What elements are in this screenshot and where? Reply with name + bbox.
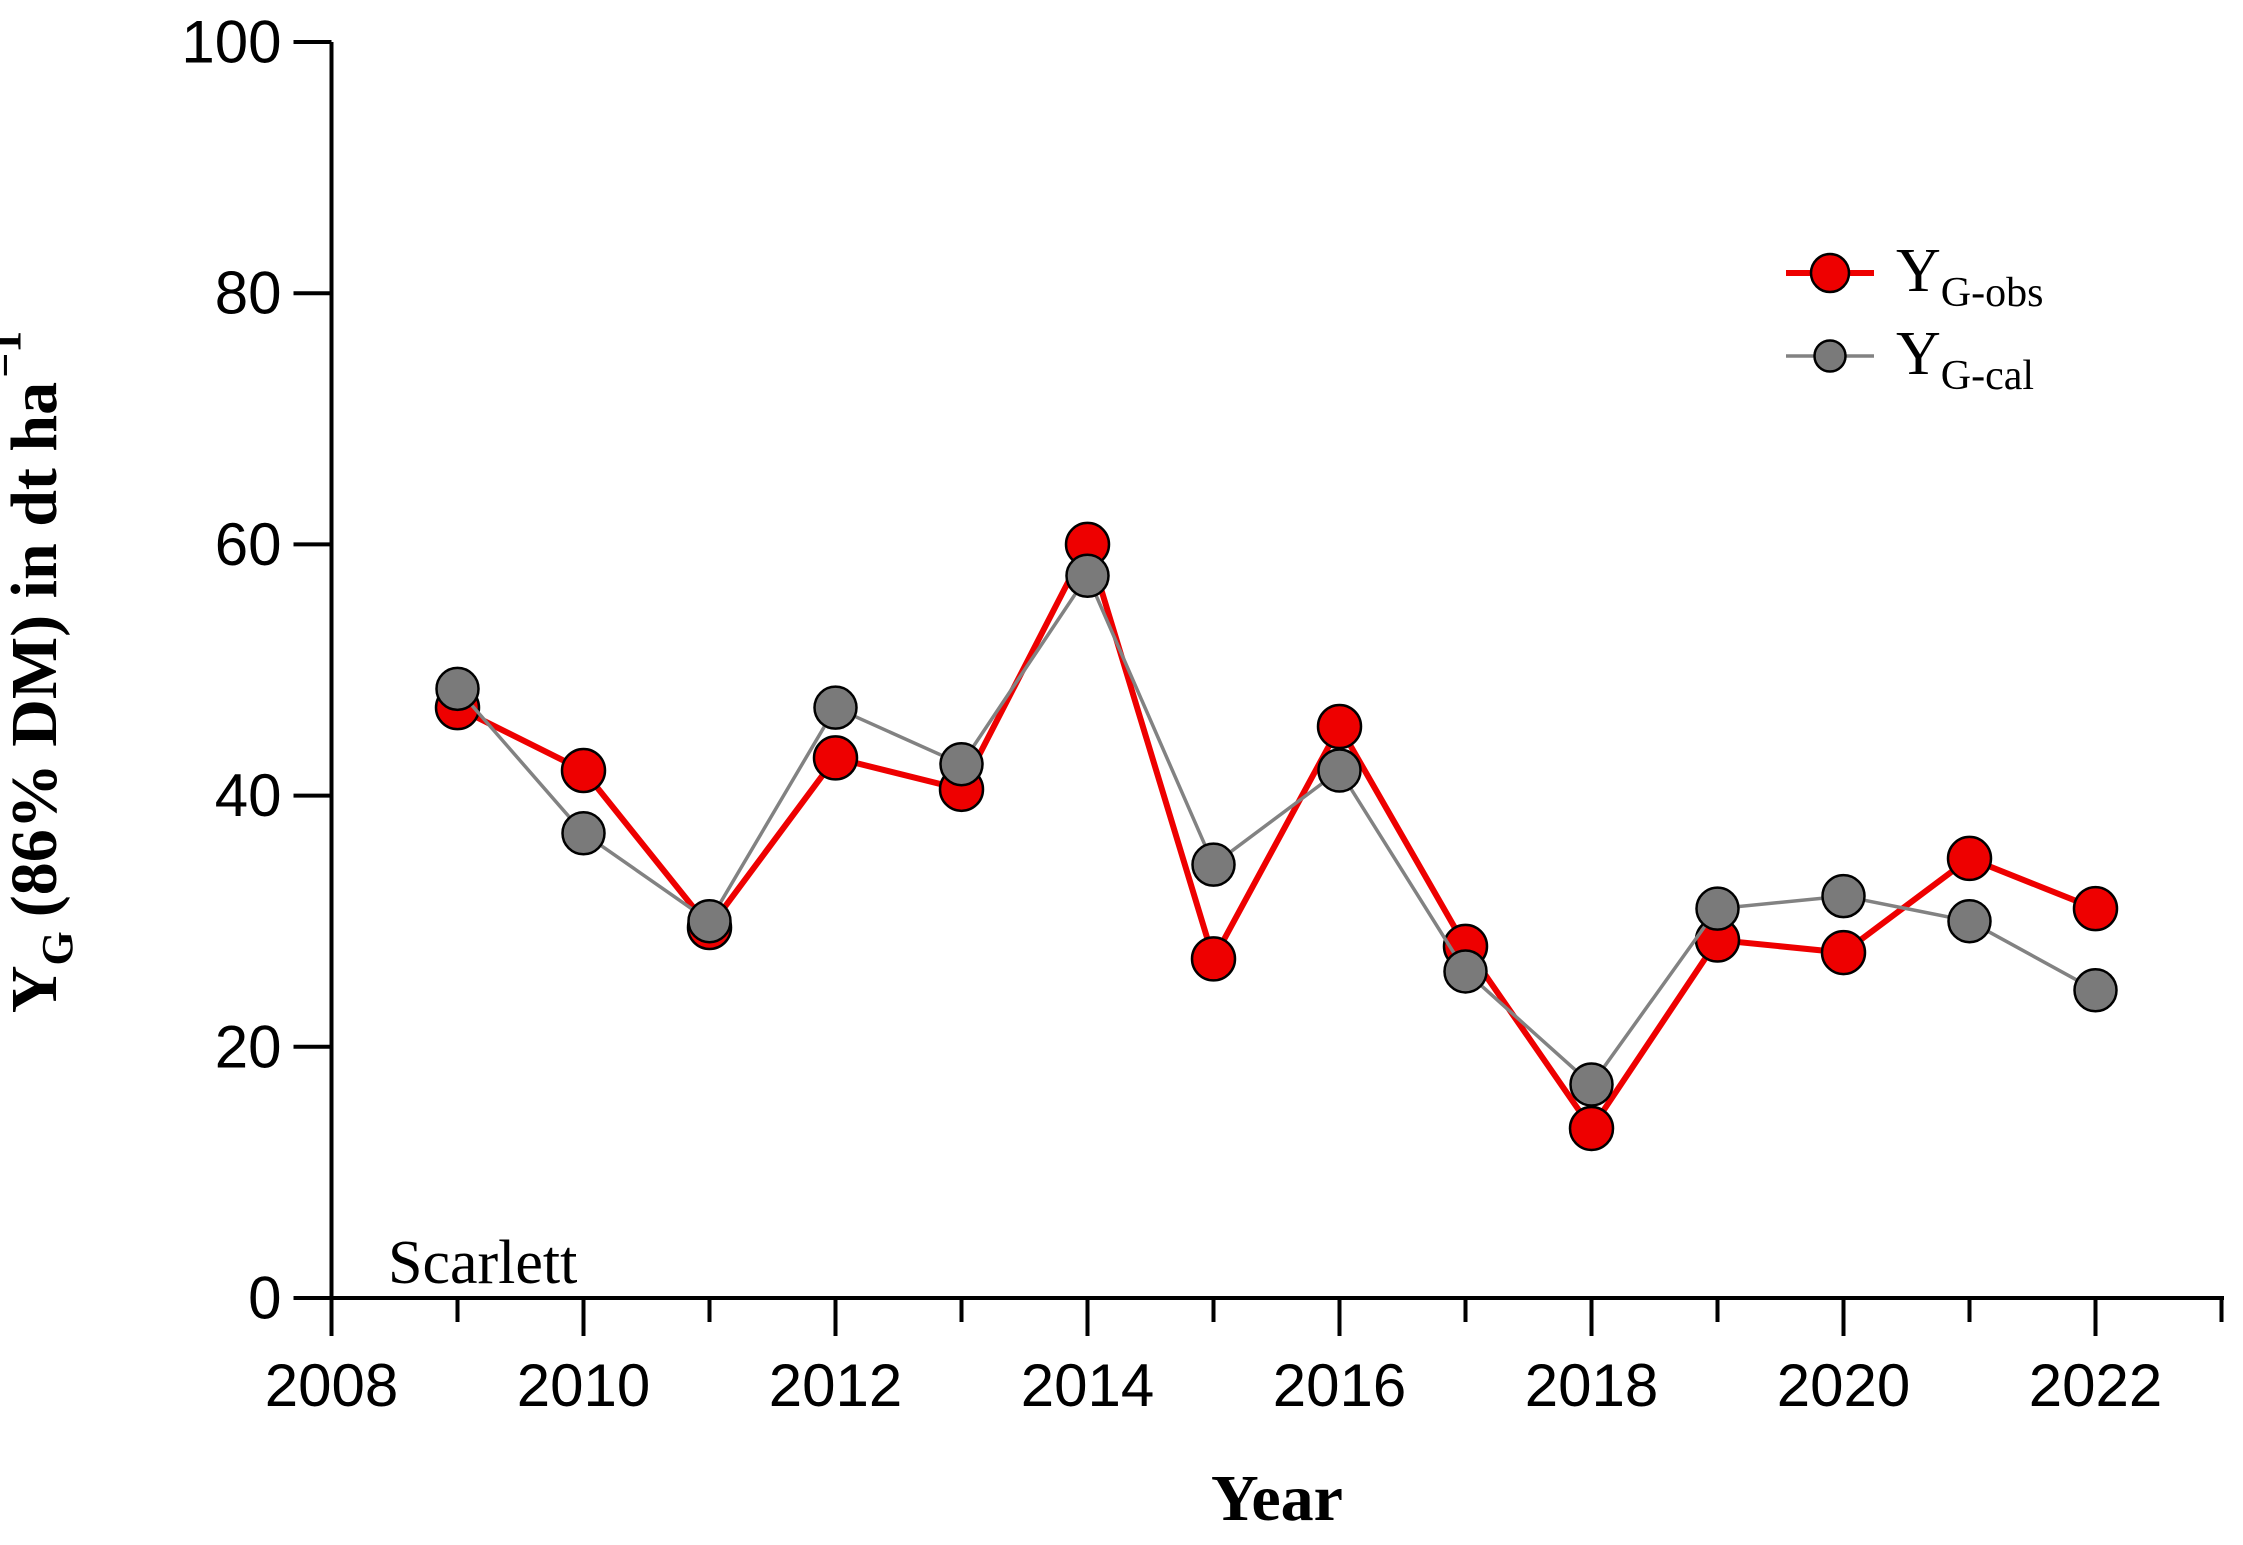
legend-label-obs: YG-obs bbox=[1896, 237, 2043, 316]
x-tick-label: 2020 bbox=[1777, 1352, 1910, 1419]
obs-point bbox=[1316, 703, 1363, 750]
y-tick-label: 80 bbox=[215, 260, 282, 327]
x-tick-label: 2022 bbox=[2029, 1352, 2162, 1419]
obs-point bbox=[1820, 929, 1867, 976]
obs-point bbox=[812, 735, 859, 781]
cal-point bbox=[1443, 949, 1488, 994]
legend-cal-marker bbox=[1813, 339, 1847, 373]
y-tick-label: 0 bbox=[248, 1265, 281, 1332]
cal-point bbox=[813, 685, 858, 730]
y-tick-label: 100 bbox=[181, 9, 281, 76]
legend bbox=[1786, 252, 1874, 373]
legend-label-cal: YG-cal bbox=[1896, 320, 2034, 399]
cal-point bbox=[2073, 968, 2118, 1013]
series bbox=[434, 521, 2119, 1152]
x-tick-label: 2016 bbox=[1273, 1352, 1406, 1419]
cal-point bbox=[1569, 1062, 1614, 1107]
cal-point bbox=[435, 666, 480, 712]
y-tick-label: 40 bbox=[215, 762, 282, 829]
legend-obs-marker bbox=[1809, 252, 1851, 294]
cal-point bbox=[687, 898, 732, 944]
cal-point bbox=[1821, 873, 1866, 919]
cal-point bbox=[1947, 898, 1992, 944]
obs-point bbox=[1190, 936, 1237, 982]
cal-point bbox=[1191, 842, 1236, 887]
axes: 0 20 40 60 80 100 2008 2010 2012 2014 2016 2018 2020… bbox=[181, 9, 2224, 1419]
x-tick-label: 2014 bbox=[1021, 1352, 1154, 1419]
y-tick-label: 60 bbox=[215, 511, 282, 578]
x-tick-label: 2018 bbox=[1525, 1352, 1658, 1419]
obs-point bbox=[2072, 885, 2119, 932]
cal-point bbox=[1065, 553, 1110, 599]
cal-point bbox=[1695, 886, 1740, 931]
cal-point bbox=[1317, 748, 1362, 793]
x-tick-label: 2010 bbox=[517, 1352, 650, 1419]
y-axis-label: YG(86% DM) in dt ha−1 bbox=[0, 331, 82, 1013]
obs-point bbox=[1568, 1105, 1615, 1152]
x-tick-label: 2012 bbox=[769, 1352, 902, 1419]
obs-line bbox=[456, 536, 2097, 1134]
y-tick-label: 20 bbox=[215, 1013, 282, 1080]
obs-point bbox=[560, 747, 607, 794]
annotation-scarlett: Scarlett bbox=[388, 1229, 577, 1297]
x-tick-label: 2008 bbox=[265, 1352, 398, 1419]
series-cal bbox=[435, 553, 2118, 1107]
obs-point bbox=[1946, 835, 1993, 882]
cal-point bbox=[939, 741, 984, 787]
x-axis-label: Year bbox=[1211, 1462, 1343, 1535]
cal-line bbox=[456, 572, 2097, 1088]
series-obs bbox=[434, 521, 2119, 1152]
cal-point bbox=[561, 811, 606, 856]
